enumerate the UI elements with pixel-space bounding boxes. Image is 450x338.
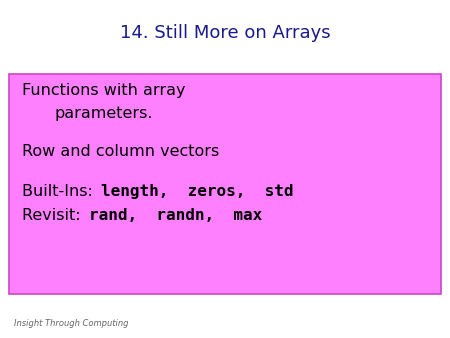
Text: Revisit:: Revisit: xyxy=(22,208,86,223)
Text: Functions with array: Functions with array xyxy=(22,83,186,98)
Text: length,  zeros,  std: length, zeros, std xyxy=(101,184,294,199)
Text: Built-Ins:: Built-Ins: xyxy=(22,184,99,199)
Text: Insight Through Computing: Insight Through Computing xyxy=(14,319,128,328)
Text: 14. Still More on Arrays: 14. Still More on Arrays xyxy=(120,24,330,42)
FancyBboxPatch shape xyxy=(9,74,441,294)
Text: rand,  randn,  max: rand, randn, max xyxy=(89,208,262,223)
Text: parameters.: parameters. xyxy=(54,106,153,121)
Text: Row and column vectors: Row and column vectors xyxy=(22,144,220,159)
